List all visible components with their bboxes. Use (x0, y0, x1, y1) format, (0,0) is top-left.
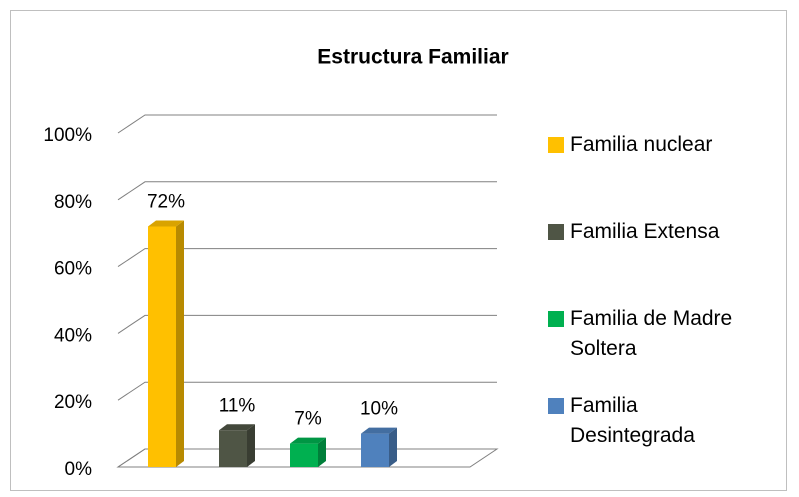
bar-face (219, 424, 255, 431)
legend-swatch (548, 311, 564, 327)
bar-face (389, 427, 397, 467)
chart-title: Estructura Familiar (317, 46, 508, 69)
chart-border (10, 10, 787, 491)
y-tick-label: 60% (54, 259, 92, 280)
data-label: 72% (147, 192, 185, 213)
bar-face (148, 220, 184, 227)
bar (148, 220, 184, 467)
bar-face (219, 430, 247, 467)
legend-item: Familia nuclear (548, 130, 753, 160)
legend-swatch (548, 398, 564, 414)
grid-line (117, 314, 497, 334)
bar-face (318, 437, 326, 467)
legend-label: Familia nuclear (570, 133, 713, 156)
y-tick-label: 100% (43, 125, 92, 146)
bar-face (176, 220, 184, 467)
bar (219, 424, 255, 467)
bar (290, 437, 326, 467)
grid-line (117, 248, 497, 268)
grid-line (117, 114, 497, 134)
bar-face (361, 433, 389, 467)
legend-label: Familia Desintegrada (570, 394, 695, 447)
bar-face (290, 443, 318, 467)
y-tick-label: 40% (54, 325, 92, 346)
bar-face (148, 226, 176, 467)
legend-swatch (548, 224, 564, 240)
bar (361, 427, 397, 467)
grid-line (117, 181, 497, 201)
grid-line (117, 381, 497, 401)
legend-label: Familia Extensa (570, 220, 720, 243)
bar-face (290, 437, 326, 444)
legend-item: Familia Extensa (548, 217, 753, 247)
legend-label: Familia de Madre Soltera (570, 307, 733, 360)
data-label: 11% (219, 395, 256, 416)
data-label: 7% (294, 409, 322, 430)
legend-swatch (548, 137, 564, 153)
bar-face (247, 424, 255, 467)
y-tick-label: 0% (65, 459, 93, 480)
y-tick-label: 20% (54, 392, 92, 413)
legend-item: Familia de Madre Soltera (548, 304, 753, 364)
data-label: 10% (360, 399, 398, 420)
bar-face (361, 427, 397, 434)
legend-item: Familia Desintegrada (548, 391, 753, 451)
y-tick-label: 80% (54, 192, 92, 213)
